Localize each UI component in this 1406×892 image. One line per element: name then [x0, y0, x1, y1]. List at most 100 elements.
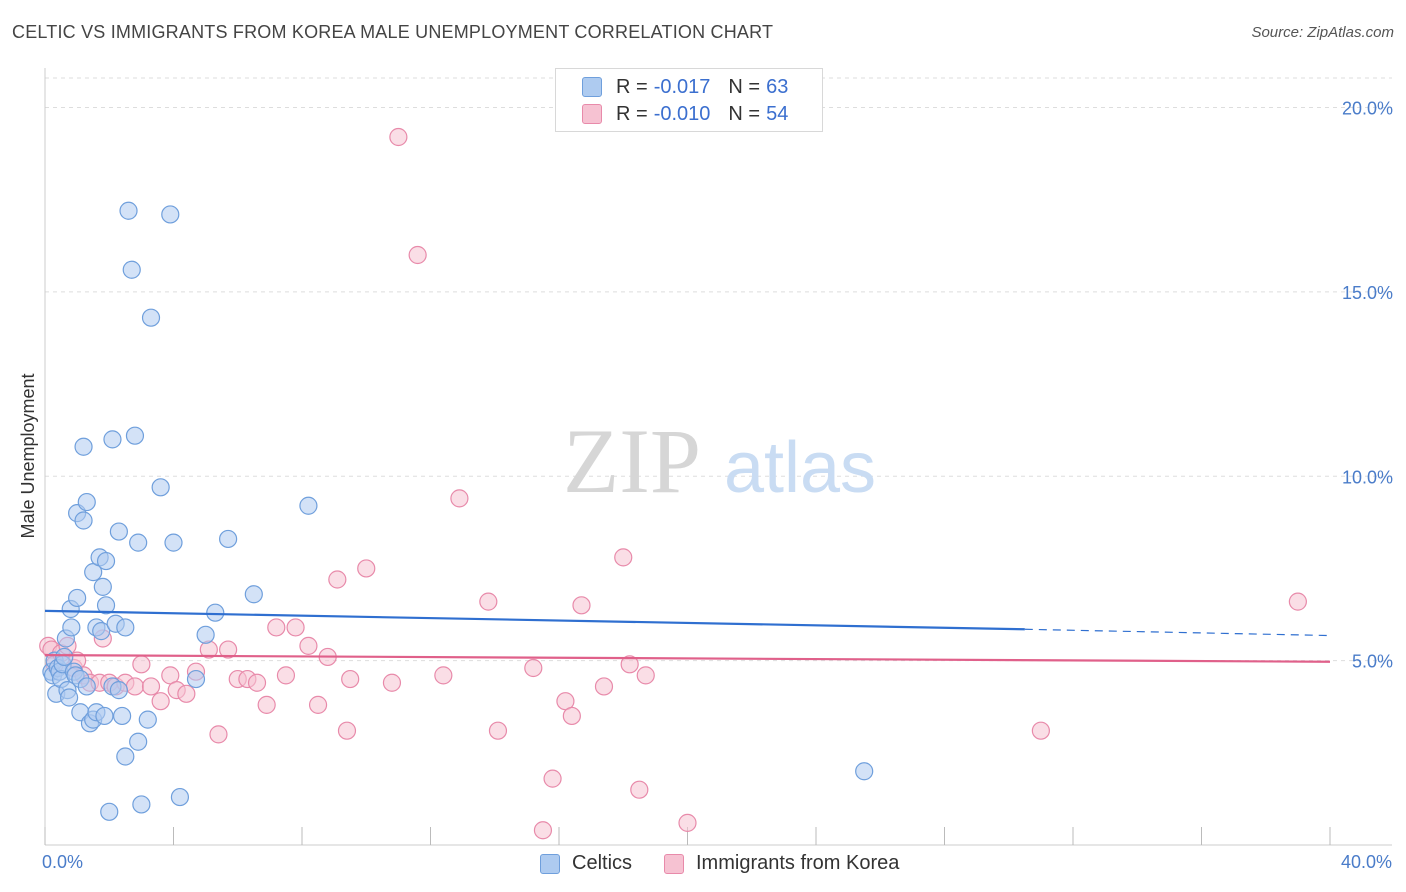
- chart-title: CELTIC VS IMMIGRANTS FROM KOREA MALE UNE…: [12, 22, 774, 42]
- korea-point: [450, 489, 469, 508]
- series-legend: Celtics Immigrants from Korea: [0, 852, 1406, 878]
- korea-point: [209, 725, 228, 744]
- legend-item-celtics[interactable]: Celtics: [540, 852, 632, 875]
- celtics-legend-swatch: [540, 853, 560, 874]
- celtic-point: [132, 795, 151, 814]
- x-tick-max: 40.0%: [1340, 852, 1392, 872]
- korea-point: [1288, 592, 1307, 611]
- legend-row-korea: R = -0.010 N = 54: [582, 101, 788, 127]
- y-axis-label: Male Unemployment: [18, 373, 38, 538]
- celtic-point: [109, 681, 128, 700]
- n-value: 54: [766, 102, 789, 125]
- celtic-point: [116, 618, 135, 637]
- celtic-point: [77, 677, 96, 696]
- r-value: -0.010: [653, 102, 711, 125]
- korea-point: [257, 695, 276, 714]
- korea-point: [562, 706, 581, 726]
- r-label: R =: [616, 102, 648, 125]
- celtic-point: [151, 478, 170, 497]
- celtic-trend-line: [44, 609, 1025, 631]
- korea-point: [276, 666, 296, 685]
- korea-point: [286, 618, 305, 637]
- y-tick-label: 15.0%: [1342, 283, 1393, 303]
- celtic-point: [855, 762, 874, 781]
- celtic-point: [244, 585, 263, 604]
- korea-point: [572, 596, 591, 615]
- korea-point: [382, 673, 402, 692]
- korea-swatch: [582, 104, 602, 124]
- celtic-point: [92, 622, 111, 641]
- korea-point: [337, 721, 357, 740]
- watermark-atlas: atlas: [724, 428, 876, 508]
- watermark-zip: ZIP: [563, 410, 701, 512]
- celtic-point: [141, 308, 161, 327]
- korea-trend-line: [44, 653, 1331, 663]
- legend-row-celtics: R = -0.017 N = 63: [582, 74, 788, 100]
- korea-point: [308, 695, 328, 714]
- korea-point: [219, 640, 238, 659]
- r-label: R =: [616, 75, 648, 98]
- n-value: 63: [766, 75, 789, 98]
- celtic-point: [100, 802, 119, 821]
- celtic-point: [119, 201, 138, 220]
- n-label: N =: [728, 102, 761, 125]
- korea-point: [389, 127, 408, 147]
- celtic-point: [125, 426, 145, 445]
- korea-point: [614, 548, 633, 567]
- celtic-point: [77, 492, 96, 512]
- celtic-point: [74, 437, 93, 456]
- celtic-point: [164, 533, 183, 552]
- celtic-points: [42, 201, 874, 821]
- celtic-point: [68, 588, 87, 608]
- celtic-point: [206, 603, 225, 622]
- korea-point: [678, 813, 697, 832]
- korea-point: [620, 655, 639, 674]
- korea-legend-label: Immigrants from Korea: [696, 852, 900, 874]
- celtic-point: [219, 529, 238, 549]
- source-label: Source: ZipAtlas.com: [1251, 24, 1394, 41]
- korea-point: [125, 677, 145, 696]
- celtic-trend-extension: [1024, 628, 1331, 637]
- y-tick-label: 5.0%: [1352, 652, 1393, 672]
- korea-point: [434, 666, 453, 685]
- x-tick-min: 0.0%: [42, 852, 84, 872]
- korea-point: [247, 673, 267, 692]
- celtic-point: [299, 496, 318, 515]
- korea-point: [328, 570, 347, 589]
- korea-point: [408, 245, 427, 265]
- celtics-legend-label: Celtics: [572, 852, 633, 874]
- celtic-point: [93, 577, 112, 596]
- celtic-point: [96, 551, 116, 571]
- celtic-point: [129, 533, 148, 552]
- korea-point: [299, 636, 318, 655]
- y-tick-label: 20.0%: [1342, 99, 1393, 119]
- celtic-point: [186, 669, 206, 689]
- celtic-point: [112, 706, 132, 726]
- korea-point: [636, 666, 655, 685]
- celtic-point: [170, 787, 190, 807]
- celtic-point: [59, 688, 79, 707]
- celtic-point: [96, 596, 116, 615]
- celtic-point: [95, 706, 114, 726]
- korea-point: [341, 669, 360, 689]
- korea-point: [488, 721, 508, 740]
- watermark: ZIP atlas: [563, 410, 876, 512]
- y-tick-label: 10.0%: [1342, 467, 1393, 487]
- trend-lines: [44, 609, 1331, 663]
- korea-point: [479, 592, 498, 611]
- korea-point: [357, 559, 376, 578]
- korea-point: [177, 684, 196, 703]
- n-label: N =: [728, 75, 761, 98]
- celtic-point: [129, 732, 148, 751]
- celtic-point: [122, 260, 141, 279]
- axis-layer: 5.0% 10.0% 15.0% 20.0%: [44, 68, 1393, 846]
- korea-point: [141, 677, 161, 696]
- celtic-point: [196, 625, 215, 644]
- korea-point: [594, 677, 614, 696]
- korea-point: [543, 769, 562, 788]
- legend-item-korea[interactable]: Immigrants from Korea: [664, 852, 899, 875]
- korea-legend-swatch: [664, 853, 684, 874]
- r-value: -0.017: [653, 75, 711, 98]
- celtics-swatch: [582, 77, 602, 97]
